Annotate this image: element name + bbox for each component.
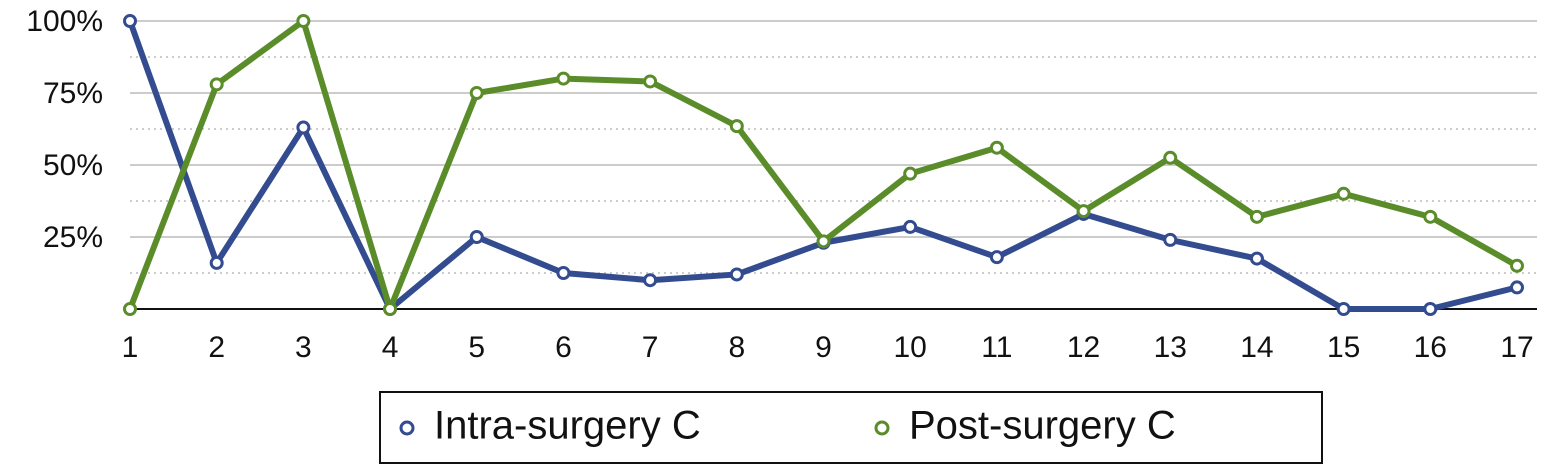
point — [1510, 280, 1524, 295]
y-tick-label: 75% — [43, 77, 103, 110]
point — [729, 119, 744, 134]
x-tick-label: 9 — [815, 331, 832, 364]
point — [383, 302, 398, 316]
point — [1336, 302, 1351, 316]
point — [469, 86, 484, 100]
x-tick-label: 14 — [1240, 331, 1273, 364]
x-tick-label: 10 — [894, 331, 927, 364]
point — [556, 266, 571, 280]
point — [903, 219, 918, 234]
point — [816, 234, 831, 249]
x-tick-label: 15 — [1327, 331, 1360, 364]
point — [989, 250, 1004, 265]
x-tick-label: 12 — [1067, 331, 1100, 364]
point — [1423, 209, 1438, 224]
point — [296, 14, 311, 28]
point — [643, 273, 658, 288]
point — [1249, 251, 1264, 266]
legend-label: Post-surgery C — [909, 404, 1176, 448]
point — [209, 77, 224, 92]
legend-label: Intra-surgery C — [434, 404, 701, 448]
legend-box — [379, 391, 1323, 464]
point — [123, 14, 137, 28]
x-tick-label: 8 — [728, 331, 745, 364]
x-tick-label: 3 — [295, 331, 312, 364]
point — [643, 74, 658, 89]
y-tick-label: 25% — [43, 221, 103, 254]
point — [469, 230, 484, 244]
point — [209, 255, 224, 270]
point — [1423, 302, 1438, 316]
x-tick-label: 1 — [122, 331, 139, 364]
point — [123, 302, 137, 316]
x-tick-label: 5 — [468, 331, 485, 364]
point — [1249, 209, 1264, 224]
y-tick-label: 100% — [26, 5, 103, 38]
point — [556, 71, 571, 86]
x-tick-label: 13 — [1154, 331, 1187, 364]
x-tick-label: 11 — [981, 331, 1012, 364]
point — [296, 120, 311, 135]
x-tick-label: 7 — [642, 331, 659, 364]
x-tick-label: 6 — [555, 331, 572, 364]
point — [903, 166, 918, 181]
point — [1076, 204, 1091, 219]
x-tick-label: 16 — [1414, 331, 1447, 364]
point — [1163, 150, 1178, 165]
point — [1510, 258, 1524, 273]
point — [1163, 232, 1178, 247]
legend-marker — [874, 420, 890, 436]
y-tick-label: 50% — [43, 149, 103, 182]
point — [1336, 186, 1351, 201]
point — [729, 267, 744, 282]
x-tick-label: 2 — [208, 331, 225, 364]
legend-marker — [399, 420, 415, 436]
x-tick-label: 4 — [382, 331, 399, 364]
point — [989, 140, 1004, 155]
x-tick-label: 17 — [1500, 331, 1533, 364]
